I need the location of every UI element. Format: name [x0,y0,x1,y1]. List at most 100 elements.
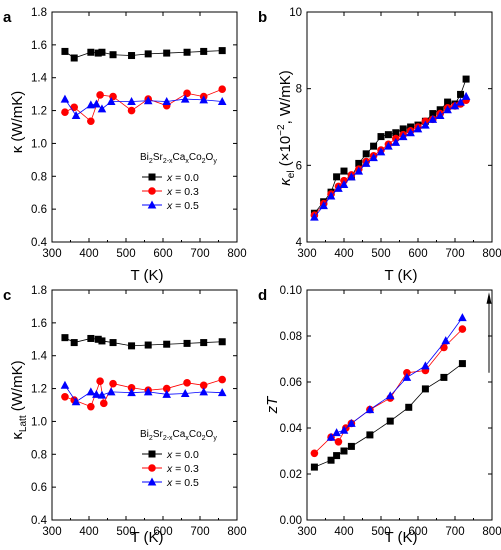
panel-d-xlabel: T (K) [384,529,417,546]
panel-d-series-circle-point [458,325,467,333]
panel-b-plot: 300 400 500 600 700 800 4 6 8 10 [289,7,501,260]
panel-a-series-triangle-point [162,97,171,106]
panel-b-series-square-point [399,125,407,133]
panel-c-legend-marker [148,450,156,458]
panel-c-series-circle-point [61,392,69,401]
panel-c-legend-label: x = 0.0 [166,449,199,461]
panel-c-series-square-point [61,334,69,342]
panel-c-series-square-point [87,334,95,342]
panel-a-series-triangle-point [71,111,81,119]
panel-a-series-triangle-point [92,99,101,108]
panel-d-series-triangle-point [332,428,341,437]
panel-c-ylabel-tail: (W/mK) [9,360,26,415]
panel-d-series-square-point [327,456,335,464]
panel-c-xtick-label: 700 [190,526,209,538]
legend-x-symbol: x [166,463,173,475]
panel-c-xlabel: T (K) [130,529,163,546]
panel-d-ytick-label: 0.00 [280,515,302,527]
panel-c-series-square-point [218,338,226,346]
panel-c-ytick-label: 1.0 [31,416,47,428]
panel-c-series-square-point [98,337,106,345]
legend-title-element: Ca [173,429,186,440]
panel-a-ytick-label: 1.2 [31,106,47,118]
panel-letter-c: c [3,287,11,304]
panel-a-series-square-point [87,48,95,56]
panel-a-series-square-point [183,48,191,56]
panel-c-series-circle-point [218,375,226,384]
legend-title-element: Bi [140,152,149,163]
panel-b-series-triangle-point [443,105,452,114]
panel-b-series-square-point [407,123,415,131]
panel-b-series-triangle-point [456,97,465,106]
panel-c-series-triangle-point [71,397,81,406]
panel-b-series-triangle-point [398,132,408,141]
panel-a-ylabel: κ (W/mK) [9,91,26,153]
panel-a-legend-marker [148,173,156,181]
panel-b-series-square-point [429,110,437,118]
panel-a-xtick-label: 600 [153,248,172,260]
panel-a-series-triangle-point [199,95,208,104]
panel-a-series-square-point [144,50,152,58]
panel-a-legend-label: x = 0.5 [166,200,199,212]
panel-d-series-square-point [340,447,348,455]
panel-b-ylabel-exp: −2 [276,124,287,136]
panel-b-series-triangle-point [339,180,349,188]
panel-c-series-square-point [163,340,171,348]
panel-a-series-square-point [94,49,102,57]
panel-a-series-square-point [98,48,106,56]
panel-c-series-circle-point [96,377,104,385]
panel-b-ylabel: κel (×10−2, W/mK) [276,70,297,185]
panel-a-series-circle-point [61,108,69,117]
panel-b-ylabel-rest: (×10 [277,136,294,171]
panel-a-frame [51,11,238,243]
panel-b-series-triangle-point [347,172,356,181]
panel-a-ytick-label: 0.4 [31,237,48,249]
panel-d-series-circle-point [403,369,411,377]
panel-c-legend-label: x = 0.5 [166,477,199,489]
panel-d-series-square-point [458,360,466,368]
panel-a-series-triangle-point [127,97,136,106]
panel-c-plot: 300 400 500 600 700 800 0.4 0.6 0.8 1.0 1.2 1.4 1.6 1… [31,285,247,538]
legend-x-value: = 0.0 [172,172,199,184]
panel-a-series-square-point [109,51,117,59]
panel-a-ytick-label: 0.8 [31,171,47,183]
legend-title-subscript: x [185,158,189,165]
panel-a-series-triangle-point [106,97,116,106]
panel-a-series-circle-point [183,89,191,98]
legend-x-symbol: x [166,172,173,184]
panel-c-series-triangle-point [106,387,116,396]
legend-x-value: = 0.0 [172,449,199,461]
panel-b-series-square-point [340,167,348,175]
panel-b-frame [306,11,493,243]
panel-b-series-square-point [457,90,465,98]
panel-b-xtick-label: 300 [297,248,316,260]
legend-title-subscript: y [213,158,217,165]
panel-c-series-triangle-point [60,380,70,389]
panel-a-series-circle-point [127,106,136,115]
panel-d-ytick-label: 0.06 [280,377,302,389]
panel-c-ytick-label: 1.4 [31,351,48,363]
legend-title-subscript: 2 [149,158,153,165]
panel-d-xtick-label: 600 [408,526,427,538]
panel-c-ylabel-sub: Latt [18,415,29,432]
panel-c-ylabel-main: κ [9,432,26,440]
panel-d-xtick-label: 500 [371,526,390,538]
panel-letter-d: d [258,287,267,304]
panel-b-series-square-point [333,173,341,181]
panel-b-series-square-point [355,159,363,167]
panel-a-ytick-label: 1.8 [31,7,47,19]
legend-x-symbol: x [166,477,173,489]
panel-d-series-square-point [421,385,429,393]
panel-c-ytick-label: 0.4 [31,515,48,527]
panel-b-series-triangle-point [413,124,423,133]
panel-b-series-triangle-point [421,120,430,129]
panel-b-xtick-label: 600 [408,248,427,260]
legend-title-subscript: 2-x [163,158,173,165]
panel-a-series-triangle-point [143,96,153,105]
panel-b-series-triangle-point [450,101,460,110]
panel-b-xtick-label: 400 [334,248,353,260]
legend-x-symbol: x [166,186,173,198]
panel-c-series-triangle-point [97,390,107,399]
